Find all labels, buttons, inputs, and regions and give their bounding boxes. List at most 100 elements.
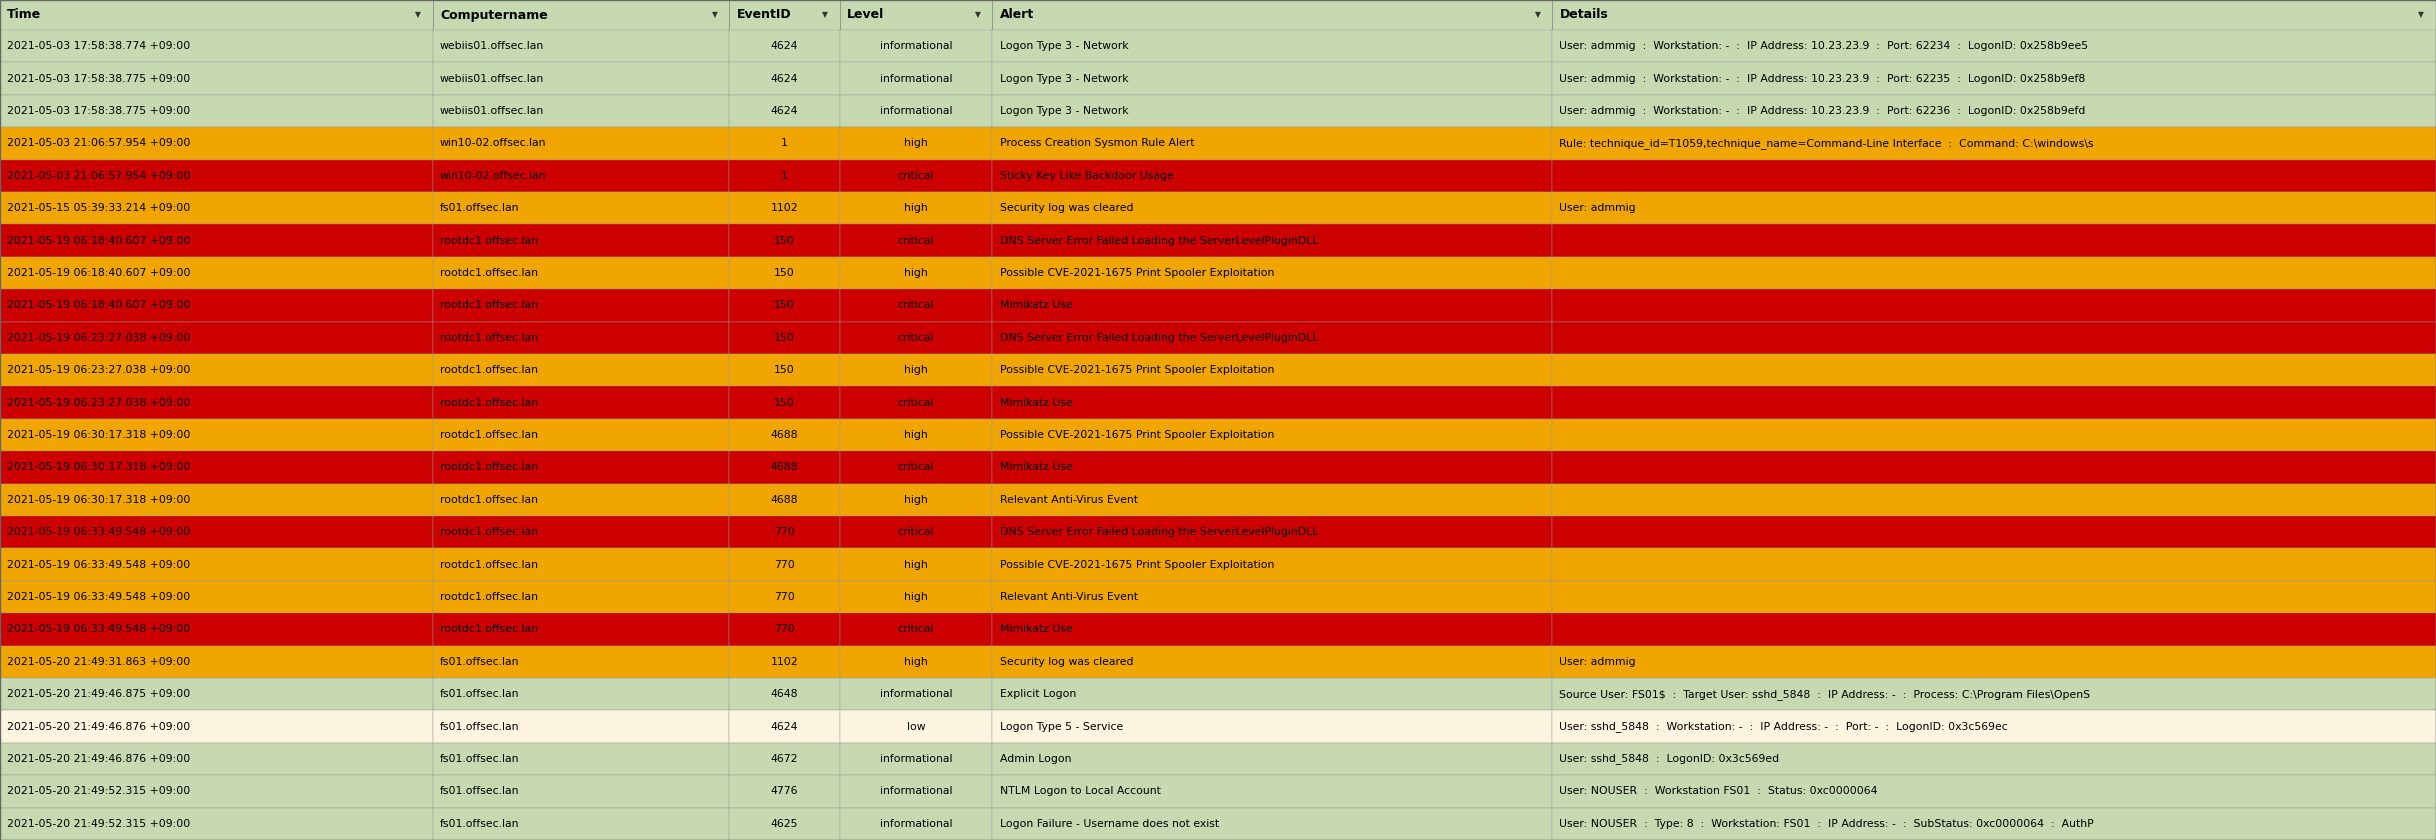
Bar <box>991 807 1552 840</box>
Text: 2021-05-19 06:18:40.607 +09:00: 2021-05-19 06:18:40.607 +09:00 <box>7 301 190 311</box>
Bar <box>434 289 728 322</box>
Bar <box>434 484 728 516</box>
Bar <box>840 451 991 484</box>
Bar <box>1552 646 2436 678</box>
Text: 4624: 4624 <box>770 722 799 732</box>
Text: critical: critical <box>899 462 935 472</box>
Text: 1: 1 <box>782 171 787 181</box>
Text: Possible CVE-2021-1675 Print Spooler Exploitation: Possible CVE-2021-1675 Print Spooler Exp… <box>999 559 1274 570</box>
Bar <box>1552 711 2436 743</box>
Text: critical: critical <box>899 301 935 311</box>
Text: informational: informational <box>879 74 952 84</box>
Bar <box>840 30 991 62</box>
Text: Computername: Computername <box>441 8 548 22</box>
Text: 1: 1 <box>782 139 787 149</box>
Bar <box>434 646 728 678</box>
Text: win10-02.offsec.lan: win10-02.offsec.lan <box>441 139 546 149</box>
Bar <box>991 711 1552 743</box>
Bar <box>434 62 728 95</box>
Bar <box>0 127 434 160</box>
Bar <box>1552 484 2436 516</box>
Text: high: high <box>904 495 928 505</box>
Text: critical: critical <box>899 235 935 245</box>
Text: rootdc1.offsec.lan: rootdc1.offsec.lan <box>441 592 538 602</box>
Bar <box>991 30 1552 62</box>
Text: ▼: ▼ <box>974 10 982 19</box>
Text: rootdc1.offsec.lan: rootdc1.offsec.lan <box>441 462 538 472</box>
Text: 4688: 4688 <box>770 430 799 440</box>
Bar <box>434 613 728 646</box>
Text: 2021-05-19 06:30:17.318 +09:00: 2021-05-19 06:30:17.318 +09:00 <box>7 430 190 440</box>
Bar <box>840 646 991 678</box>
Text: fs01.offsec.lan: fs01.offsec.lan <box>441 689 519 699</box>
Text: 4624: 4624 <box>770 106 799 116</box>
Bar <box>0 30 434 62</box>
Bar <box>1552 354 2436 386</box>
Text: Alert: Alert <box>999 8 1033 22</box>
Bar <box>728 743 840 775</box>
Text: high: high <box>904 203 928 213</box>
Text: rootdc1.offsec.lan: rootdc1.offsec.lan <box>441 235 538 245</box>
Text: critical: critical <box>899 333 935 343</box>
Bar <box>0 322 434 354</box>
Bar <box>991 127 1552 160</box>
Text: critical: critical <box>899 171 935 181</box>
Bar <box>840 484 991 516</box>
Text: ▼: ▼ <box>414 10 421 19</box>
Bar <box>1552 95 2436 127</box>
Text: critical: critical <box>899 397 935 407</box>
Text: Logon Failure - Username does not exist: Logon Failure - Username does not exist <box>999 819 1218 829</box>
Bar <box>840 95 991 127</box>
Bar <box>991 289 1552 322</box>
Bar <box>728 775 840 807</box>
Bar <box>840 613 991 646</box>
Bar <box>840 127 991 160</box>
Bar <box>434 127 728 160</box>
Bar <box>0 580 434 613</box>
Bar <box>728 192 840 224</box>
Text: webiis01.offsec.lan: webiis01.offsec.lan <box>441 74 543 84</box>
Bar <box>991 646 1552 678</box>
Text: high: high <box>904 592 928 602</box>
Bar <box>840 580 991 613</box>
Text: webiis01.offsec.lan: webiis01.offsec.lan <box>441 106 543 116</box>
Bar <box>434 807 728 840</box>
Text: Possible CVE-2021-1675 Print Spooler Exploitation: Possible CVE-2021-1675 Print Spooler Exp… <box>999 365 1274 375</box>
Text: 2021-05-19 06:33:49.548 +09:00: 2021-05-19 06:33:49.548 +09:00 <box>7 624 190 634</box>
Text: informational: informational <box>879 689 952 699</box>
Text: 2021-05-19 06:33:49.548 +09:00: 2021-05-19 06:33:49.548 +09:00 <box>7 592 190 602</box>
Bar <box>728 289 840 322</box>
Text: 2021-05-20 21:49:46.876 +09:00: 2021-05-20 21:49:46.876 +09:00 <box>7 722 190 732</box>
Text: 1102: 1102 <box>770 657 799 667</box>
Bar <box>728 354 840 386</box>
Text: 770: 770 <box>775 624 794 634</box>
Bar <box>434 419 728 451</box>
Text: rootdc1.offsec.lan: rootdc1.offsec.lan <box>441 365 538 375</box>
Bar <box>0 484 434 516</box>
Bar <box>1552 160 2436 192</box>
Bar <box>728 484 840 516</box>
Bar <box>728 580 840 613</box>
Bar <box>434 224 728 257</box>
Text: 4625: 4625 <box>770 819 799 829</box>
Text: 2021-05-19 06:18:40.607 +09:00: 2021-05-19 06:18:40.607 +09:00 <box>7 268 190 278</box>
Bar <box>0 62 434 95</box>
Text: 2021-05-03 21:06:57.954 +09:00: 2021-05-03 21:06:57.954 +09:00 <box>7 171 190 181</box>
Bar <box>434 711 728 743</box>
Text: User: NOUSER  :  Type: 8  :  Workstation: FS01  :  IP Address: -  :  SubStatus: : User: NOUSER : Type: 8 : Workstation: FS… <box>1559 819 2095 829</box>
Text: 770: 770 <box>775 592 794 602</box>
Text: Relevant Anti-Virus Event: Relevant Anti-Virus Event <box>999 592 1138 602</box>
Text: rootdc1.offsec.lan: rootdc1.offsec.lan <box>441 528 538 538</box>
Bar <box>728 516 840 549</box>
Bar <box>0 386 434 419</box>
Text: 150: 150 <box>775 268 794 278</box>
Text: informational: informational <box>879 106 952 116</box>
Bar <box>991 0 1552 30</box>
Bar <box>0 0 434 30</box>
Bar <box>840 0 991 30</box>
Bar <box>991 62 1552 95</box>
Bar <box>434 549 728 580</box>
Bar <box>1552 807 2436 840</box>
Text: high: high <box>904 657 928 667</box>
Text: 4688: 4688 <box>770 495 799 505</box>
